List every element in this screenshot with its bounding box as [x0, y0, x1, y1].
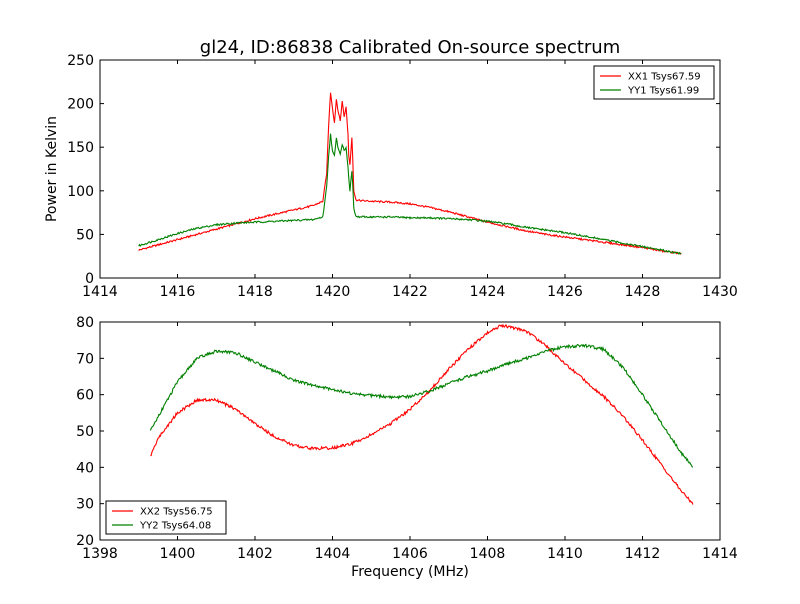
y-tick-label: 30 [76, 497, 94, 513]
x-tick-label: 1422 [392, 284, 428, 300]
y-tick-label: 250 [67, 53, 94, 69]
series-line-1 [138, 92, 682, 255]
x-tick-label: 1400 [160, 546, 196, 562]
x-tick-label: 1430 [702, 284, 738, 300]
x-tick-label: 1416 [160, 284, 196, 300]
y-tick-label: 200 [67, 97, 94, 113]
legend-entry-label: XX2 Tsys56.75 [140, 507, 213, 518]
x-tick-label: 1414 [702, 546, 738, 562]
figure-title: gl24, ID:86838 Calibrated On-source spec… [200, 37, 620, 58]
x-tick-label: 1412 [625, 546, 661, 562]
x-tick-label: 1404 [315, 546, 351, 562]
y-tick-label: 50 [76, 227, 94, 243]
y-tick-label: 150 [67, 140, 94, 156]
x-tick-label: 1406 [392, 546, 428, 562]
x-tick-label: 1398 [82, 546, 118, 562]
legend-entry-label: YY1 Tsys61.99 [627, 86, 699, 97]
y-axis-label: Power in Kelvin [44, 116, 60, 222]
legend: XX1 Tsys67.59 YY1 Tsys61.99 [593, 65, 715, 100]
x-tick-label: 1408 [470, 546, 506, 562]
series-line-2 [138, 133, 682, 255]
series-line-2 [149, 343, 694, 468]
x-tick-label: 1428 [625, 284, 661, 300]
y-tick-label: 40 [76, 460, 94, 476]
x-axis-label: Frequency (MHz) [351, 564, 469, 580]
top-spectrum-panel: 1414 1416 1418 1420 1422 1424 1426 1428 1430 0 50 1… [44, 53, 738, 300]
y-tick-label: 70 [76, 351, 94, 367]
y-tick-label: 80 [76, 315, 94, 331]
y-tick-label: 50 [76, 424, 94, 440]
bottom-spectrum-panel: 1398 1400 1402 1404 1406 1408 1410 1412 1414 20 30… [76, 315, 738, 580]
x-tick-label: 1414 [82, 284, 118, 300]
x-tick-label: 1402 [237, 546, 273, 562]
y-tick-label: 100 [67, 184, 94, 200]
x-tick-label: 1424 [470, 284, 506, 300]
y-tick-label: 20 [76, 533, 94, 549]
x-tick-label: 1418 [237, 284, 273, 300]
legend-entry-label: YY2 Tsys64.08 [139, 521, 211, 532]
y-tick-label: 60 [76, 388, 94, 404]
legend-entry-label: XX1 Tsys67.59 [628, 72, 701, 83]
x-tick-label: 1410 [547, 546, 583, 562]
y-tick-label: 0 [85, 271, 94, 287]
series-line-1 [150, 323, 694, 505]
x-tick-label: 1420 [315, 284, 351, 300]
x-tick-label: 1426 [547, 284, 583, 300]
legend: XX2 Tsys56.75 YY2 Tsys64.08 [105, 500, 227, 535]
